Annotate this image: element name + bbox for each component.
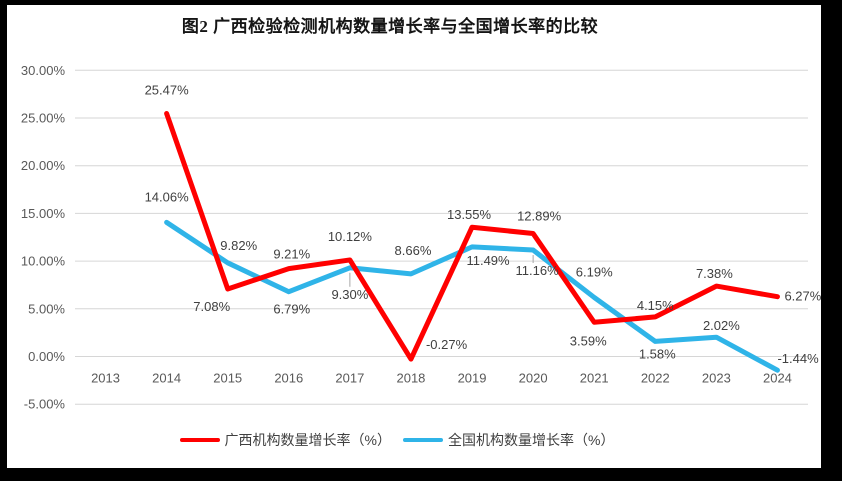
data-label: 9.21% <box>273 247 310 262</box>
line-chart-plot: 30.00% 25.00% 20.00% 15.00% 10.00% 5.00% 0.00%… <box>21 63 821 412</box>
legend-label-guangxi: 广西机构数量增长率（%） <box>224 432 391 448</box>
data-label: 25.47% <box>145 83 190 98</box>
legend-line-swatch-red <box>179 438 220 442</box>
chart-title: 图2 广西检验检测机构数量增长率与全国增长率的比较 <box>181 17 599 36</box>
x-axis-tick-label: 2019 <box>458 371 487 386</box>
data-label: 6.27% <box>784 289 821 304</box>
data-label: 4.15% <box>637 298 674 313</box>
data-label: -0.27% <box>426 337 468 352</box>
series-line-guangxi[interactable] <box>164 111 780 362</box>
y-axis-tick-label: -5.00% <box>24 397 66 412</box>
legend-label-national: 全国机构数量增长率（%） <box>448 432 615 448</box>
series-line-national[interactable] <box>164 219 780 373</box>
x-axis-tick-label: 2021 <box>580 371 609 386</box>
data-label: 13.55% <box>447 207 492 222</box>
chart-canvas: 图2 广西检验检测机构数量增长率与全国增长率的比较 30.00% 25.00% 20… <box>7 5 821 468</box>
legend-line-swatch-blue <box>403 438 443 442</box>
x-axis-tick-label: 2022 <box>641 371 670 386</box>
data-label: 9.82% <box>220 238 257 253</box>
y-axis-tick-label: 20.00% <box>21 158 66 173</box>
x-axis-tick-label: 2017 <box>335 371 364 386</box>
data-label: 11.16% <box>516 263 560 278</box>
chart-legend: 广西机构数量增长率（%） 全国机构数量增长率（%） <box>7 431 787 449</box>
y-axis-tick-label: 25.00% <box>21 111 66 126</box>
legend-item-guangxi[interactable]: 广西机构数量增长率（%） <box>179 430 391 450</box>
x-axis-tick-label: 2024 <box>763 371 792 386</box>
y-axis-tick-label: 30.00% <box>21 63 66 78</box>
y-axis-tick-label: 5.00% <box>28 301 65 316</box>
data-label: 1.58% <box>639 346 676 361</box>
data-label: 6.79% <box>273 302 310 317</box>
data-label: -1.44% <box>777 351 819 366</box>
data-label: 10.12% <box>328 229 373 244</box>
data-label: 7.38% <box>696 266 733 281</box>
data-label: 14.06% <box>145 189 190 204</box>
data-label: 8.66% <box>395 243 432 258</box>
data-label: 6.19% <box>576 264 613 279</box>
data-label: 3.59% <box>570 333 607 348</box>
data-label: 7.08% <box>193 299 230 314</box>
x-axis-tick-label: 2016 <box>274 371 303 386</box>
x-axis-tick-label: 2015 <box>213 371 242 386</box>
x-axis-tick-label: 2013 <box>91 371 120 386</box>
data-label: 11.49% <box>466 253 510 268</box>
x-axis-tick-label: 2023 <box>702 371 731 386</box>
y-axis-tick-label: 10.00% <box>21 254 66 269</box>
x-axis-tick-label: 2020 <box>519 371 548 386</box>
data-label: 9.30% <box>331 287 368 302</box>
data-label: 2.02% <box>703 318 740 333</box>
x-axis-tick-label: 2014 <box>152 371 181 386</box>
y-axis-tick-label: 0.00% <box>28 349 65 364</box>
x-axis-tick-label: 2018 <box>396 371 425 386</box>
data-label: 12.89% <box>517 209 562 224</box>
y-axis-tick-label: 15.00% <box>21 206 66 221</box>
legend-item-national[interactable]: 全国机构数量增长率（%） <box>403 430 614 450</box>
